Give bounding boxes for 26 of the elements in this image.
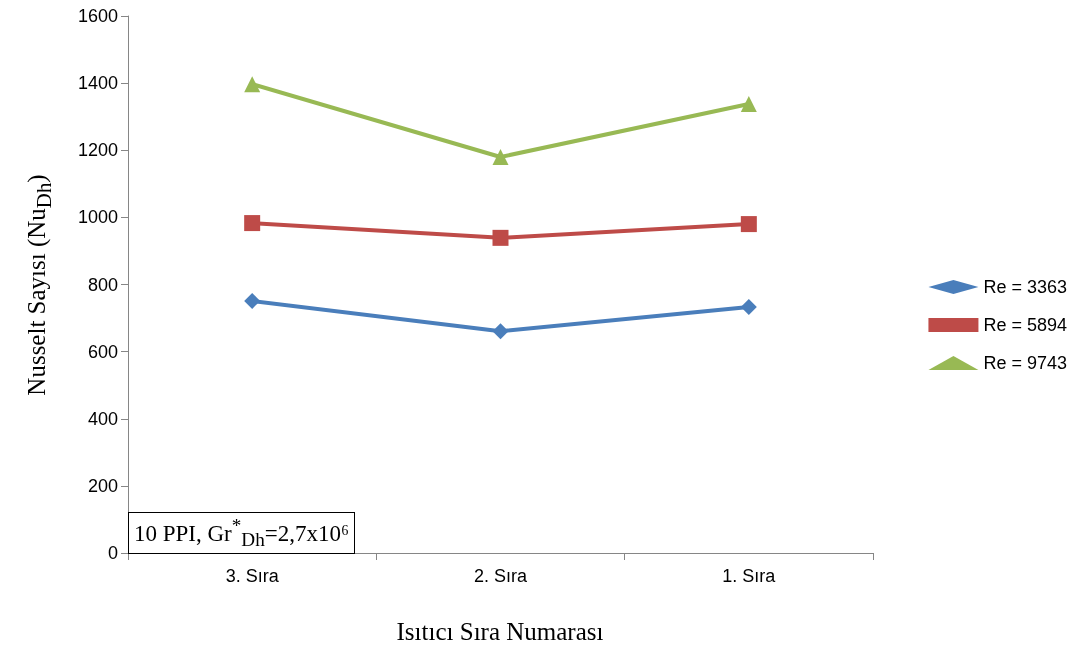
point [492, 229, 509, 246]
point [492, 148, 509, 165]
legend-label: Re = 5894 [983, 315, 1068, 335]
point [740, 298, 757, 315]
annotation: 10 PPI, Gr$^{*}$$_{Dh}$=2,7x10⁶ [128, 512, 356, 555]
y-tick-label: 1000 [77, 207, 118, 228]
point [492, 323, 509, 340]
y-tick-label: 1200 [77, 140, 118, 161]
y-tick-label: 600 [87, 341, 118, 362]
point [244, 76, 261, 93]
legend-label: Re = 3363 [983, 277, 1068, 297]
x-axis-title: Isıtıcı Sıra Numarası [396, 618, 604, 646]
x-tick-label: 2. Sıra [473, 566, 528, 586]
point [740, 95, 757, 112]
x-tick-label: 3. Sıra [225, 566, 280, 586]
point [244, 215, 261, 232]
y-tick-label: 1600 [77, 6, 118, 26]
x-tick-label: 1. Sıra [722, 566, 777, 586]
point [244, 292, 261, 309]
y-tick-label: 800 [87, 274, 118, 295]
legend-label: Re = 9743 [983, 353, 1068, 373]
y-tick-label: 0 [107, 543, 118, 563]
y-tick-label: 1400 [77, 73, 118, 94]
y-tick-label: 200 [87, 475, 118, 496]
y-tick-label: 400 [87, 408, 118, 429]
point [740, 216, 757, 233]
